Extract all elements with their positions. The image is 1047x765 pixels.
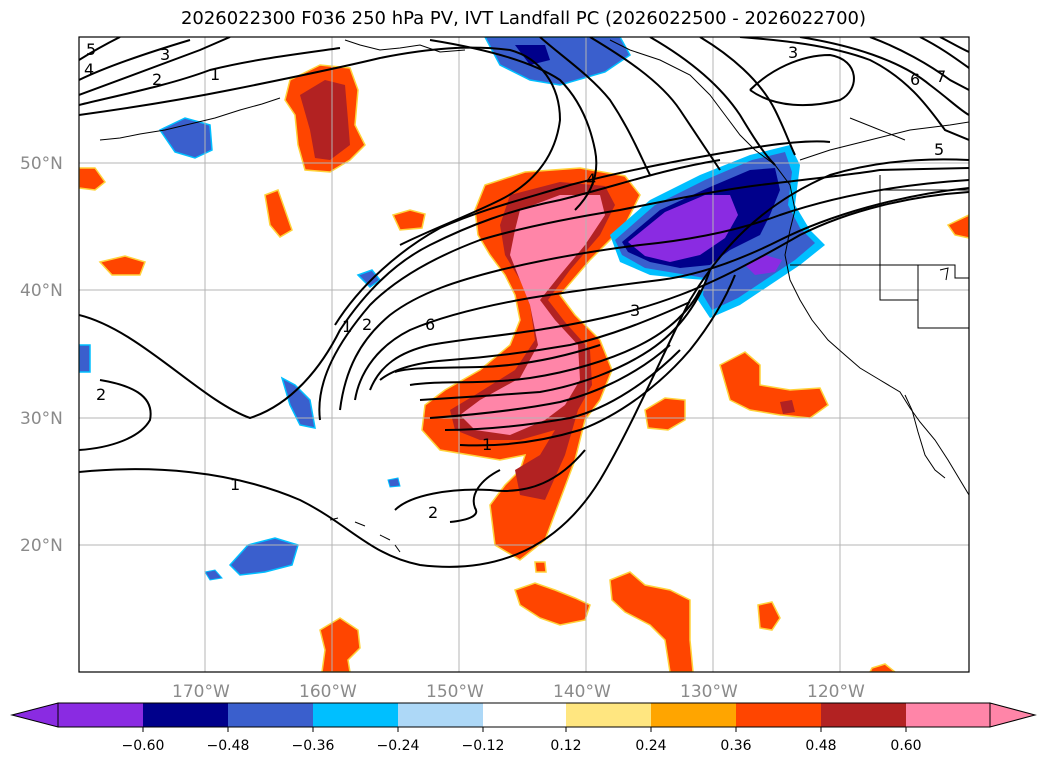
negative-blob-7 bbox=[387, 477, 401, 488]
positive-blob-5 bbox=[719, 351, 829, 419]
positive-blob-13 bbox=[869, 663, 897, 672]
contour-label: 2 bbox=[96, 385, 106, 404]
contour-label: 3 bbox=[160, 45, 170, 64]
contour-label: 1 bbox=[210, 65, 220, 84]
colorbar-swatch bbox=[736, 703, 821, 727]
lat-label: 50°N bbox=[20, 154, 63, 174]
positive-blob-9 bbox=[757, 601, 781, 631]
positive-blob-8 bbox=[609, 571, 694, 672]
lat-label: 20°N bbox=[20, 536, 63, 556]
negative-anomaly-north-core bbox=[515, 45, 550, 65]
longitude-labels: 170°W 160°W 150°W 140°W 130°W 120°W bbox=[172, 682, 865, 702]
positive-blob-west bbox=[79, 167, 107, 191]
colorbar-ticks bbox=[142, 727, 907, 732]
negative-blob-5 bbox=[228, 537, 299, 576]
contour-label: 6 bbox=[910, 70, 920, 89]
colorbar-swatch bbox=[821, 703, 906, 727]
colorbar-right-extend bbox=[989, 702, 1037, 728]
contour-label: 3 bbox=[630, 301, 640, 320]
contour-label-group: 5 4 3 2 1 3 6 7 5 4 1 2 6 3 2 1 2 1 bbox=[84, 40, 946, 522]
contour-label: 2 bbox=[362, 315, 372, 334]
map-title: 2026022300 F036 250 hPa PV, IVT Landfall… bbox=[180, 8, 867, 29]
positive-blob-11 bbox=[534, 561, 547, 573]
contour-label: 5 bbox=[934, 140, 944, 159]
colorbar-tick-label: −0.24 bbox=[377, 738, 420, 754]
contour-label: 2 bbox=[428, 503, 438, 522]
shaded-anomalies bbox=[79, 37, 969, 672]
colorbar-tick-label: 0.48 bbox=[805, 738, 836, 754]
negative-anomaly-small-peak bbox=[745, 255, 782, 275]
contour-label: 2 bbox=[152, 70, 162, 89]
colorbar-tick-label: −0.60 bbox=[122, 738, 165, 754]
colorbar-swatch bbox=[398, 703, 483, 727]
negative-blob-4 bbox=[79, 344, 91, 373]
positive-blob-3 bbox=[98, 255, 146, 276]
latitude-labels: 50°N 40°N 30°N 20°N bbox=[20, 154, 63, 556]
colorbar-swatch bbox=[483, 703, 566, 727]
contour-label: 1 bbox=[342, 317, 352, 336]
positive-blob-7 bbox=[514, 582, 591, 626]
contour-label: 4 bbox=[586, 170, 596, 189]
lon-label: 170°W bbox=[172, 682, 230, 702]
colorbar: −0.60 −0.48 −0.36 −0.24 −0.12 0.12 0.24 … bbox=[10, 702, 1037, 754]
positive-blob-4 bbox=[391, 209, 426, 231]
lat-label: 40°N bbox=[20, 281, 63, 301]
colorbar-tick-label: 0.24 bbox=[635, 738, 666, 754]
colorbar-tick-label: 0.12 bbox=[550, 738, 581, 754]
positive-blob-10 bbox=[319, 617, 361, 672]
lon-label: 140°W bbox=[553, 682, 611, 702]
positive-anomaly-aleutian-core bbox=[300, 80, 350, 160]
negative-blob-6 bbox=[204, 569, 223, 581]
colorbar-tick-label: −0.12 bbox=[462, 738, 505, 754]
contour-label: 3 bbox=[788, 43, 798, 62]
contour-label: 4 bbox=[84, 60, 94, 79]
gridlines bbox=[79, 37, 969, 672]
map-frame bbox=[78, 36, 970, 673]
positive-blob-5-core bbox=[780, 400, 795, 414]
colorbar-swatch bbox=[228, 703, 313, 727]
colorbar-tick-label: 0.60 bbox=[890, 738, 921, 754]
colorbar-swatch bbox=[143, 703, 228, 727]
colorbar-left-extend bbox=[10, 702, 59, 728]
colorbar-swatch bbox=[906, 703, 990, 727]
contour-lines bbox=[79, 37, 969, 568]
colorbar-swatch bbox=[651, 703, 736, 727]
lon-label: 120°W bbox=[807, 682, 865, 702]
contour-label: 6 bbox=[425, 315, 435, 334]
colorbar-tick-label: 0.36 bbox=[720, 738, 751, 754]
lon-label: 150°W bbox=[426, 682, 484, 702]
contour-label: 5 bbox=[86, 40, 96, 59]
contour-label: 1 bbox=[482, 435, 492, 454]
negative-blob-3 bbox=[280, 376, 316, 429]
positive-blob-6 bbox=[644, 397, 686, 431]
positive-blob-2 bbox=[264, 189, 293, 238]
colorbar-tick-label: −0.48 bbox=[207, 738, 250, 754]
contour-label: 7 bbox=[936, 67, 946, 86]
colorbar-swatch bbox=[566, 703, 651, 727]
lat-label: 30°N bbox=[20, 409, 63, 429]
lon-label: 160°W bbox=[299, 682, 357, 702]
positive-blob-12 bbox=[946, 214, 969, 239]
lon-label: 130°W bbox=[680, 682, 738, 702]
coastlines bbox=[99, 39, 969, 553]
colorbar-outline bbox=[57, 702, 991, 728]
contour-label: 1 bbox=[230, 475, 240, 494]
negative-anomaly-peak bbox=[628, 195, 738, 262]
colorbar-tick-label: −0.36 bbox=[292, 738, 335, 754]
colorbar-swatch bbox=[313, 703, 398, 727]
colorbar-swatch bbox=[58, 703, 143, 727]
